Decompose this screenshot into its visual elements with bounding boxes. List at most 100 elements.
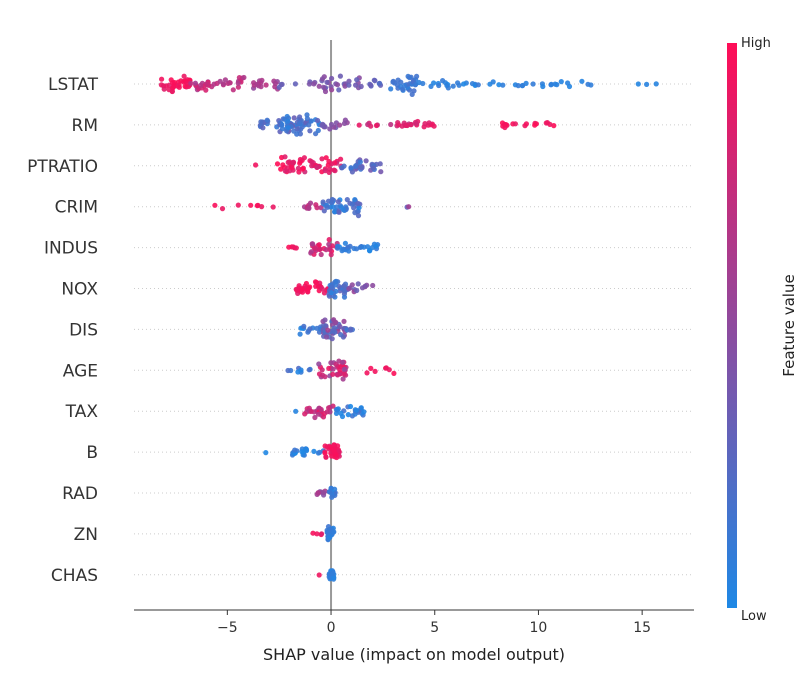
shap-point [306,367,312,373]
shap-point [388,86,394,92]
shap-point [327,526,333,533]
shap-point [297,331,303,337]
shap-point [307,200,314,206]
shap-point [330,371,336,377]
shap-point [367,248,373,254]
feature-labels: LSTAT RM PTRATIO CRIM INDUS NOX DIS AGE TAX B RAD Z… [27,75,98,586]
shap-point [222,77,228,83]
shap-point [170,84,176,91]
shap-point [500,82,506,88]
shap-point [341,283,347,289]
shap-point [356,205,362,211]
shap-point [368,123,374,129]
shap-point [408,122,414,128]
shap-point [347,327,353,333]
shap-point [551,123,557,129]
shap-point [328,485,334,491]
shap-point [370,165,376,171]
shap-point [347,243,353,249]
shap-point [328,284,335,290]
shap-point [361,409,367,415]
shap-point [264,117,270,123]
feature-points-b [263,442,342,461]
shap-point [340,207,346,213]
shap-point [332,282,338,288]
shap-point [368,82,374,88]
shap-point [307,326,313,332]
shap-point [370,282,376,289]
shap-point [512,121,519,127]
feature-points-lstat [158,73,659,97]
shap-point [340,376,346,382]
shap-point [355,200,361,207]
shap-point [235,202,241,208]
shap-point [230,87,236,93]
shap-point [352,210,358,216]
shap-point [431,123,437,129]
feature-points-rad [314,485,338,500]
shap-point [293,408,299,414]
shap-point [326,237,332,243]
feature-label-chas: CHAS [51,566,98,586]
shap-point [163,83,169,89]
x-axis-title: SHAP value (impact on model output) [263,645,565,664]
shap-point [346,78,352,84]
shap-point [342,287,348,293]
shap-point [337,122,343,128]
shap-point [203,87,209,93]
x-ticks: −5 0 5 10 15 [217,610,651,636]
shap-point [227,80,233,86]
shap-point [653,81,659,87]
shap-point [331,529,337,535]
shap-point [217,78,223,84]
shap-point [502,121,508,128]
shap-point [282,154,288,160]
shap-point [335,406,341,412]
shap-point [329,75,335,82]
shap-point [319,286,325,292]
shap-point [321,84,327,90]
shap-point [319,156,325,162]
shap-point [352,197,358,203]
x-tick-label: 0 [327,620,336,636]
shap-point [303,280,309,287]
shap-point [292,81,298,87]
shap-point [315,490,321,496]
shap-point [342,240,348,246]
shap-point [317,449,323,455]
shap-point [198,82,204,88]
shap-point [341,371,347,377]
shap-point [285,159,291,165]
shap-point [326,169,332,175]
x-tick-label: 10 [530,620,548,636]
shap-point [328,121,335,128]
shap-point [291,115,297,121]
feature-label-ptratio: PTRATIO [27,157,98,177]
shap-point [285,118,291,124]
shap-point [315,117,321,124]
shap-point [306,285,312,292]
shap-point [530,81,536,87]
shap-point [279,126,285,132]
shap-point [455,80,461,86]
shap-point [358,405,364,411]
shap-point [354,77,360,83]
feature-points-tax [293,403,367,421]
shap-point [310,241,316,247]
shap-point [326,535,332,541]
shap-point [324,79,330,85]
shap-point [644,81,650,87]
feature-label-b: B [86,443,98,463]
shap-point [450,83,456,89]
shap-point [316,242,322,248]
shap-point [355,213,362,219]
feature-label-rad: RAD [62,484,98,504]
shap-point [319,531,325,537]
shap-point [337,323,343,330]
shap-point [321,208,327,214]
shap-point [282,168,288,174]
x-tick-label: −5 [217,620,238,636]
shap-point [388,121,394,128]
shap-point [259,77,265,83]
shap-point [158,82,164,88]
